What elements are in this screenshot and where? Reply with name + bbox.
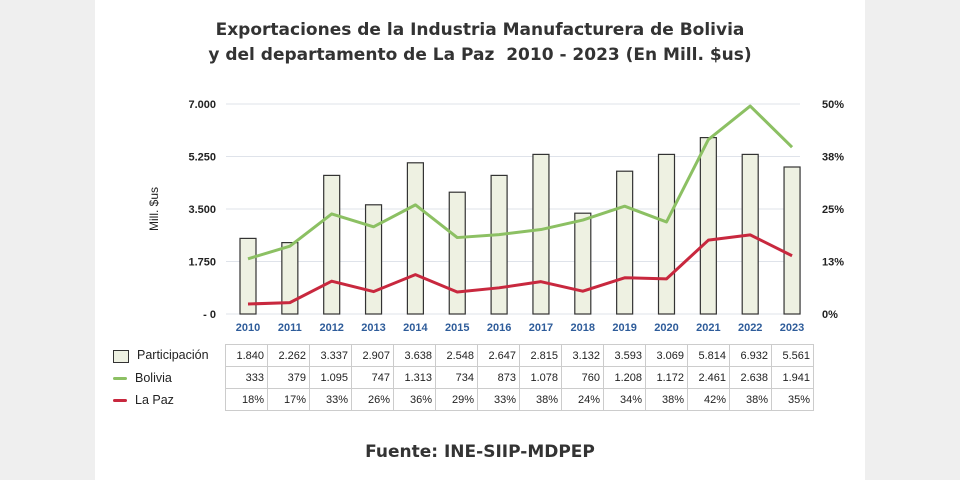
y2-tick-label: 38%: [822, 152, 844, 164]
x-tick-label: 2018: [571, 322, 595, 334]
y-tick-label: - 0: [203, 309, 216, 321]
bar-participacion-2019: [616, 170, 634, 315]
bar-participacion-2015: [448, 191, 466, 315]
table-cell: 6.932: [729, 344, 772, 367]
title-line-2: y del departamento de La Paz 2010 - 2023…: [208, 45, 752, 65]
legend-entry: Bolivia: [113, 367, 226, 389]
table-cell: 24%: [561, 388, 604, 411]
bar-participacion-2020: [657, 153, 676, 315]
table-cell: 17%: [267, 388, 310, 411]
legend-label: Bolivia: [135, 370, 172, 385]
table-cell: 760: [561, 366, 604, 389]
x-tick-label: 2012: [319, 322, 343, 334]
bar-participacion-2014: [406, 162, 424, 315]
bar-participacion-2011: [281, 242, 299, 315]
table-cell: 33%: [477, 388, 520, 411]
table-cell: 2.647: [477, 344, 520, 367]
table-cell: 5.814: [687, 344, 730, 367]
table-cell: 873: [477, 366, 520, 389]
x-tick-label: 2022: [738, 322, 762, 334]
table-cell: 3.069: [645, 344, 688, 367]
x-tick-label: 2015: [445, 322, 469, 334]
bar-participacion-2012: [323, 174, 341, 315]
x-tick-label: 2016: [487, 322, 511, 334]
table-cell: 38%: [519, 388, 562, 411]
y-tick-label: 7.000: [188, 99, 216, 111]
x-tick-label: 2011: [278, 322, 302, 334]
x-tick-label: 2023: [780, 322, 804, 334]
table-cell: 36%: [393, 388, 436, 411]
legend-label: Participación: [137, 348, 209, 363]
table-row: Bolivia 333 379 1.095 747 1.313 734 873 1.078 760…: [113, 366, 814, 389]
table-cell: 26%: [351, 388, 394, 411]
table-row: La Paz 18% 17% 33% 26% 36% 29% 33% 38% 24% 34% 38% 4…: [113, 388, 814, 411]
y2-tick-label: 25%: [822, 204, 844, 216]
bar-participacion-2023: [783, 166, 801, 315]
table-cell: 2.262: [267, 344, 310, 367]
table-cell: 734: [435, 366, 478, 389]
table-cell: 5.561: [771, 344, 814, 367]
y-tick-label: 1.750: [188, 257, 216, 269]
legend-label: La Paz: [135, 392, 174, 407]
table-cell: 38%: [645, 388, 688, 411]
bar-participacion-2018: [574, 212, 592, 315]
table-cell: 2.461: [687, 366, 730, 389]
table-cell: 33%: [309, 388, 352, 411]
table-cell: 379: [267, 366, 310, 389]
table-cell: 1.095: [309, 366, 352, 389]
bar-participacion-2013: [364, 204, 383, 315]
legend-entry: Participación: [113, 345, 226, 367]
table-row: Participación 1.840 2.262 3.337 2.907 3.638 2.…: [113, 344, 814, 367]
chart-title: Exportaciones de la Industria Manufactur…: [95, 18, 865, 68]
table-cell: 2.815: [519, 344, 562, 367]
source-note: Fuente: INE-SIIP-MDPEP: [365, 442, 595, 462]
x-tick-label: 2013: [361, 322, 385, 334]
table-cell: 2.548: [435, 344, 478, 367]
y2-tick-label: 0%: [822, 309, 838, 321]
table-cell: 333: [225, 366, 268, 389]
table-cell: 747: [351, 366, 394, 389]
bar-participacion-2021: [699, 137, 717, 315]
table-cell: 35%: [771, 388, 814, 411]
bar-participacion-2016: [490, 174, 508, 315]
table-cell: 1.840: [225, 344, 268, 367]
legend-swatch-bolivia: [113, 376, 127, 380]
line-la-paz: [247, 233, 793, 306]
table-cell: 1.078: [519, 366, 562, 389]
x-tick-label: 2019: [612, 322, 636, 334]
table-cell: 42%: [687, 388, 730, 411]
y-tick-label: 5.250: [188, 152, 216, 164]
table-cell: 38%: [729, 388, 772, 411]
table-cell: 3.593: [603, 344, 646, 367]
table-cell: 2.907: [351, 344, 394, 367]
x-tick-label: 2017: [529, 322, 553, 334]
x-tick-label: 2021: [696, 322, 720, 334]
bar-participacion-2017: [532, 153, 550, 315]
table-cell: 34%: [603, 388, 646, 411]
table-cell: 1.208: [603, 366, 646, 389]
y2-tick-label: 50%: [822, 99, 844, 111]
table-cell: 1.172: [645, 366, 688, 389]
line-bolivia: [247, 104, 794, 261]
data-table: Participación 1.840 2.262 3.337 2.907 3.638 2.…: [113, 344, 814, 411]
table-cell: 29%: [435, 388, 478, 411]
x-tick-label: 2010: [236, 322, 260, 334]
table-cell: 18%: [225, 388, 268, 411]
y-tick-label: 3.500: [188, 204, 216, 216]
y-axis-label: Mill. $us: [147, 187, 161, 231]
table-cell: 1.313: [393, 366, 436, 389]
table-cell: 1.941: [771, 366, 814, 389]
x-tick-label: 2020: [654, 322, 678, 334]
legend-swatch-la-paz: [113, 398, 127, 402]
y2-tick-label: 13%: [822, 257, 844, 269]
title-line-1: Exportaciones de la Industria Manufactur…: [215, 20, 745, 40]
table-cell: 2.638: [729, 366, 772, 389]
legend-entry: La Paz: [113, 389, 226, 411]
table-cell: 3.638: [393, 344, 436, 367]
legend-swatch-bar: [113, 349, 129, 363]
table-cell: 3.132: [561, 344, 604, 367]
table-cell: 3.337: [309, 344, 352, 367]
x-tick-label: 2014: [403, 322, 428, 334]
